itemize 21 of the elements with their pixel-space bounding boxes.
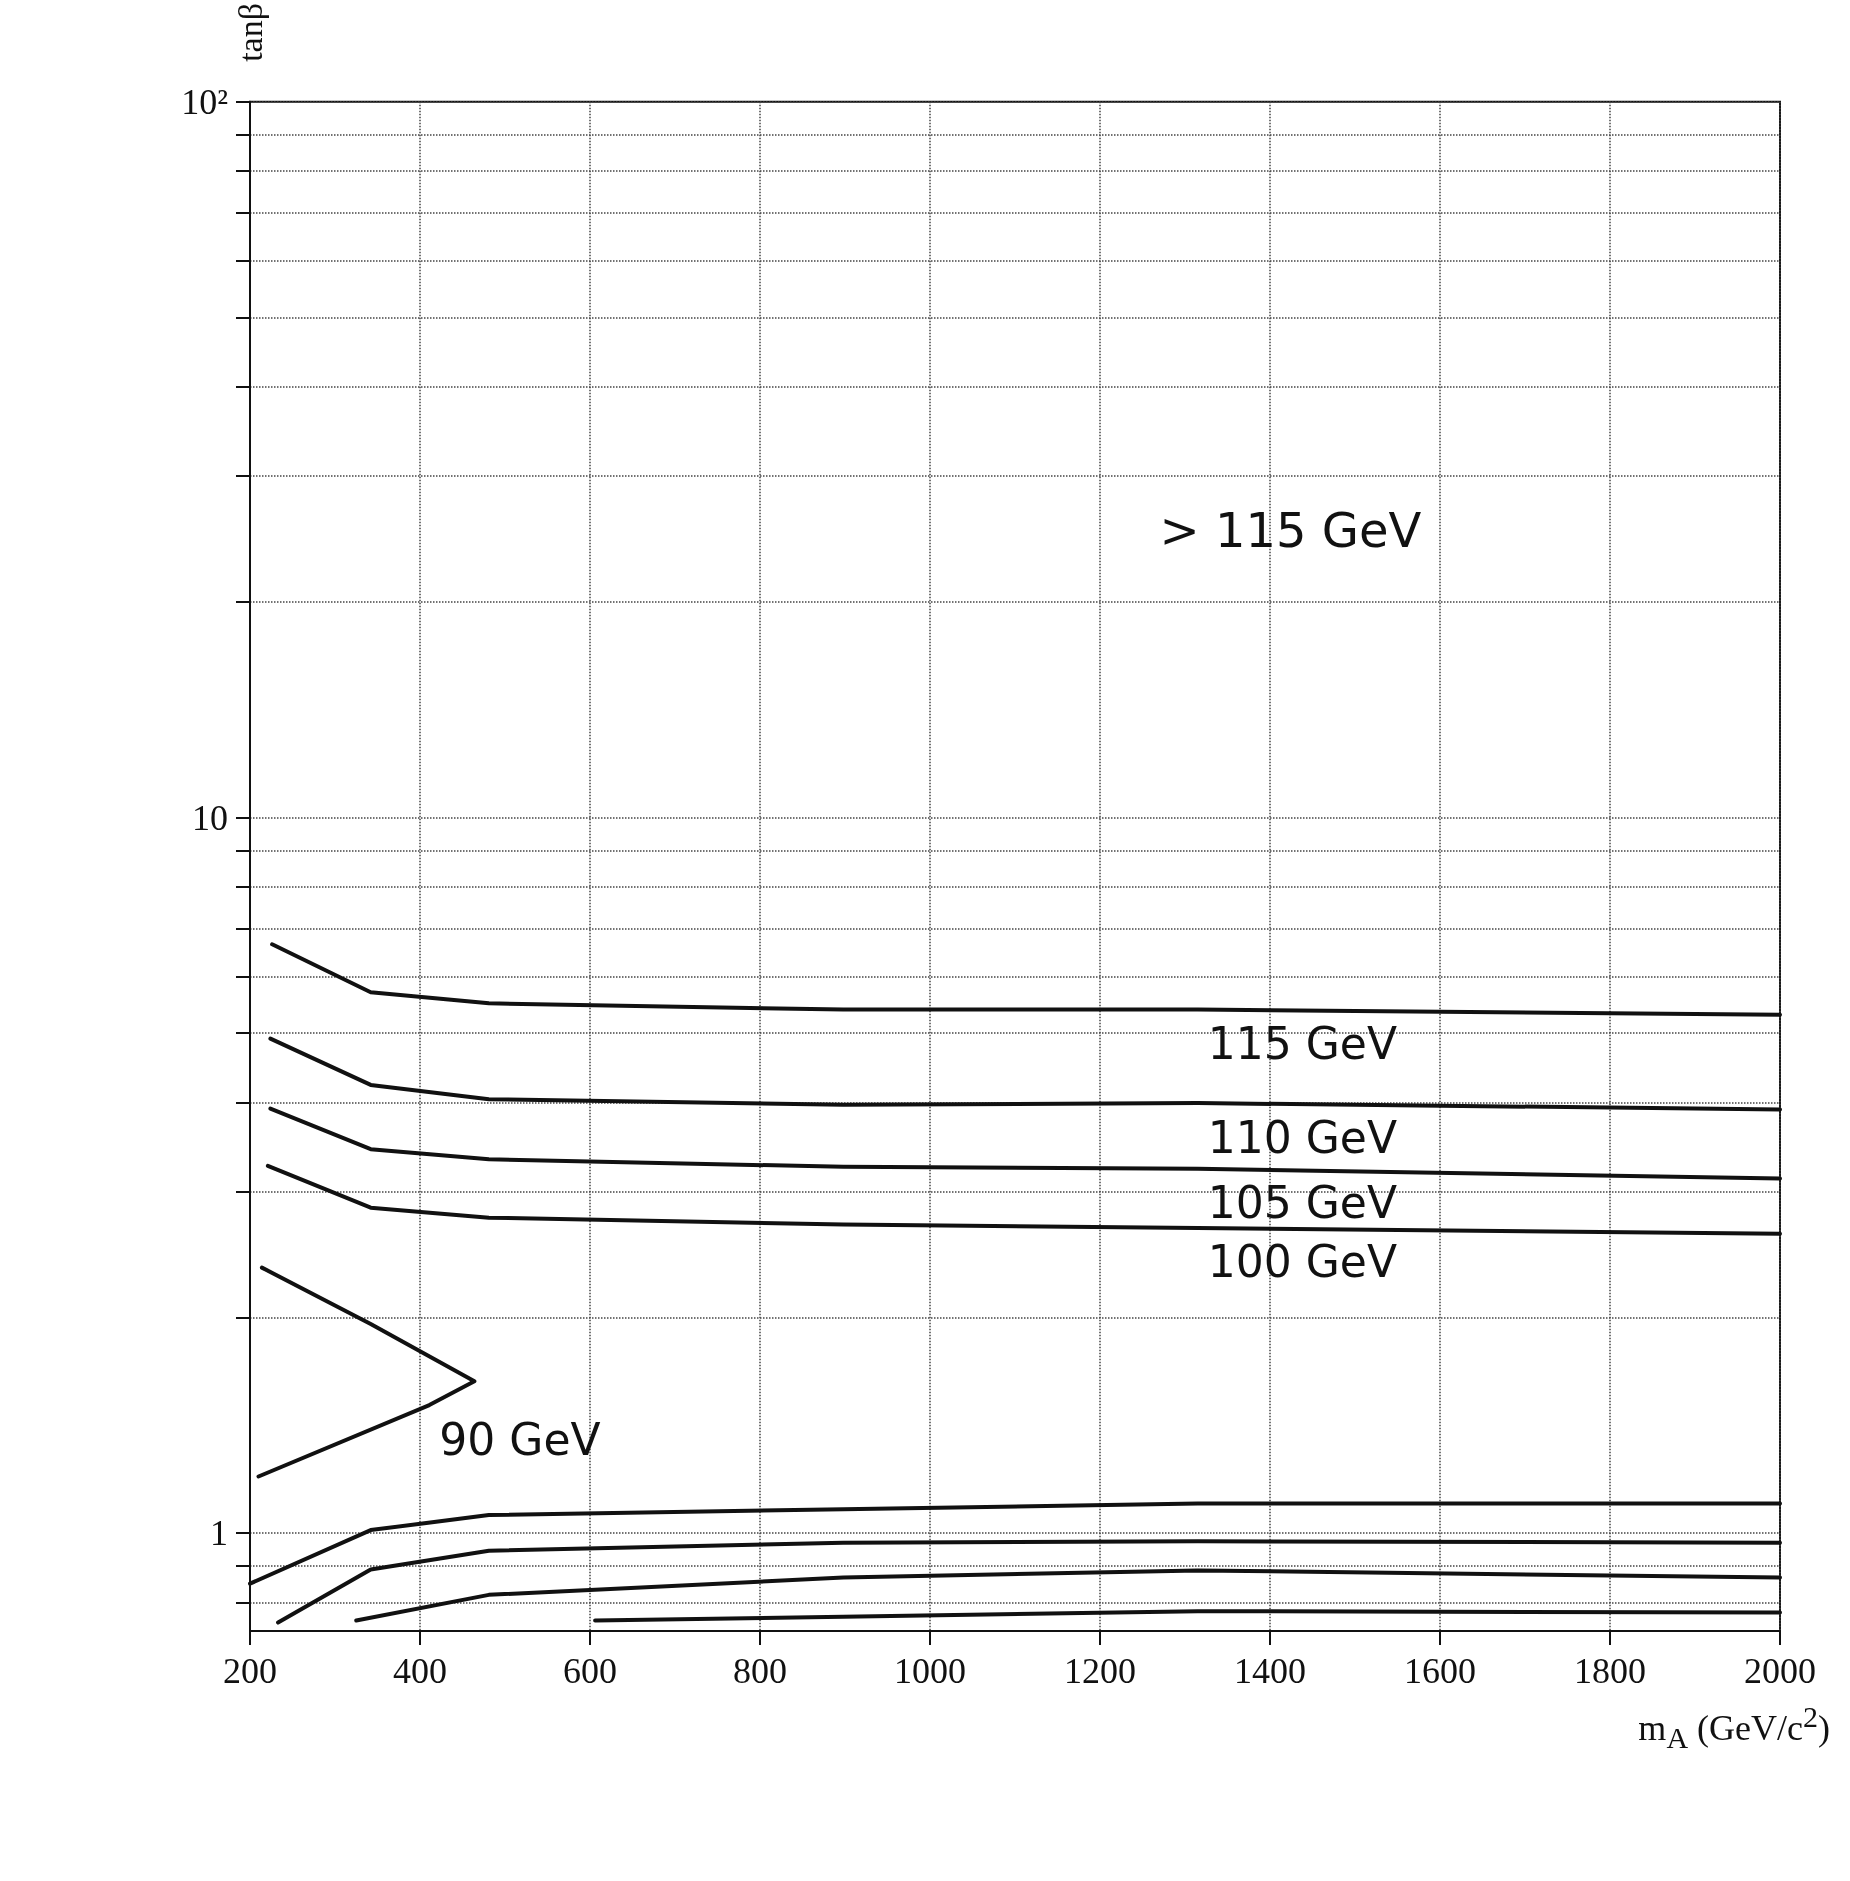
y-tick-label: 10² bbox=[181, 81, 228, 122]
series-label: 90 GeV bbox=[439, 1413, 601, 1465]
series-label: 105 GeV bbox=[1207, 1177, 1397, 1229]
x-tick-label: 2000 bbox=[1744, 1651, 1816, 1691]
series-label: 110 GeV bbox=[1207, 1111, 1397, 1163]
x-tick-label: 400 bbox=[393, 1651, 447, 1691]
x-tick-label: 200 bbox=[223, 1651, 277, 1691]
series-label: 100 GeV bbox=[1207, 1236, 1397, 1288]
y-tick-label: 1 bbox=[210, 1513, 228, 1554]
x-axis-title: m$_{A}$ (GeV/c$^{2}$) bbox=[1638, 1700, 1830, 1756]
x-tick-label: 800 bbox=[733, 1651, 787, 1691]
x-tick-label: 600 bbox=[563, 1651, 617, 1691]
x-tick-label: 1800 bbox=[1574, 1651, 1646, 1691]
annotation: > 115 GeV bbox=[1159, 502, 1422, 558]
x-tick-label: 1000 bbox=[894, 1651, 966, 1691]
x-tick-label: 1600 bbox=[1404, 1651, 1476, 1691]
series-label: 115 GeV bbox=[1207, 1018, 1397, 1070]
y-tick-label: 10 bbox=[192, 797, 228, 838]
y-axis-title: tanβ bbox=[231, 2, 269, 62]
x-tick-label: 1400 bbox=[1234, 1651, 1306, 1691]
x-tick-label: 1200 bbox=[1064, 1651, 1136, 1691]
